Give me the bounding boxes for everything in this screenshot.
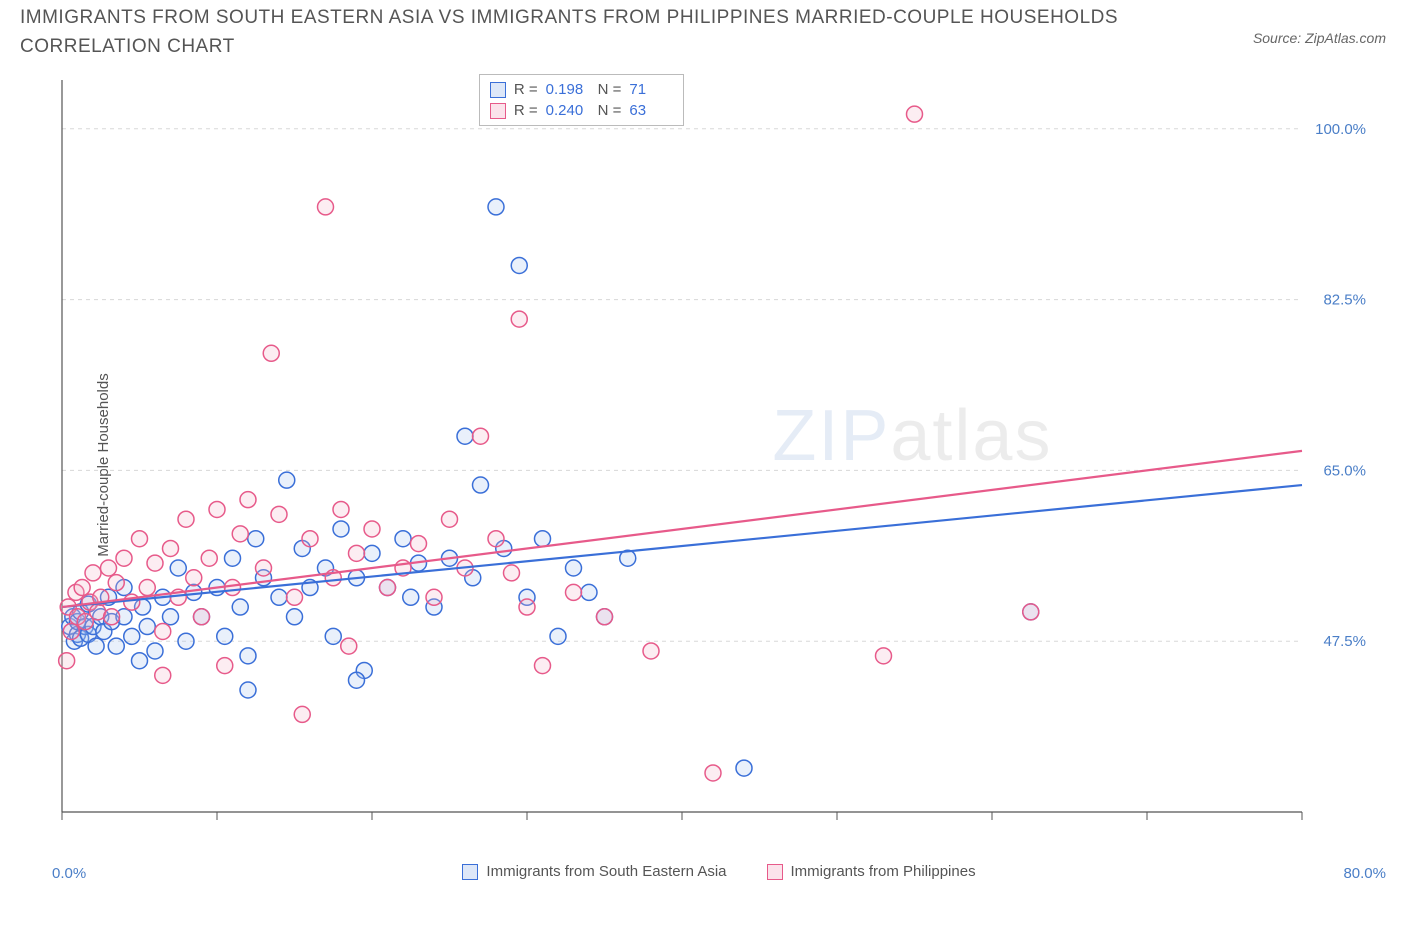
legend-item-phil: Immigrants from Philippines (767, 863, 976, 880)
svg-text:47.5%: 47.5% (1323, 633, 1366, 650)
stat-row-sea: R =0.198 N =71 (490, 79, 674, 100)
legend-item-sea: Immigrants from South Eastern Asia (462, 863, 726, 880)
svg-text:65.0%: 65.0% (1323, 462, 1366, 479)
stat-row-phil: R =0.240 N =63 (490, 100, 674, 121)
scatter-plot: 47.5% 65.0% 82.5% 100.0% R =0.198 N =71 R =… (52, 70, 1386, 882)
chart-title: IMMIGRANTS FROM SOUTH EASTERN ASIA VS IM… (20, 4, 1120, 61)
svg-text:82.5%: 82.5% (1323, 292, 1366, 309)
source-attribution: Source: ZipAtlas.com (1253, 30, 1386, 46)
bottom-legend: Immigrants from South Eastern Asia Immig… (52, 863, 1386, 880)
correlation-stats-box: R =0.198 N =71 R =0.240 N =63 (479, 74, 685, 126)
svg-text:100.0%: 100.0% (1315, 121, 1366, 138)
